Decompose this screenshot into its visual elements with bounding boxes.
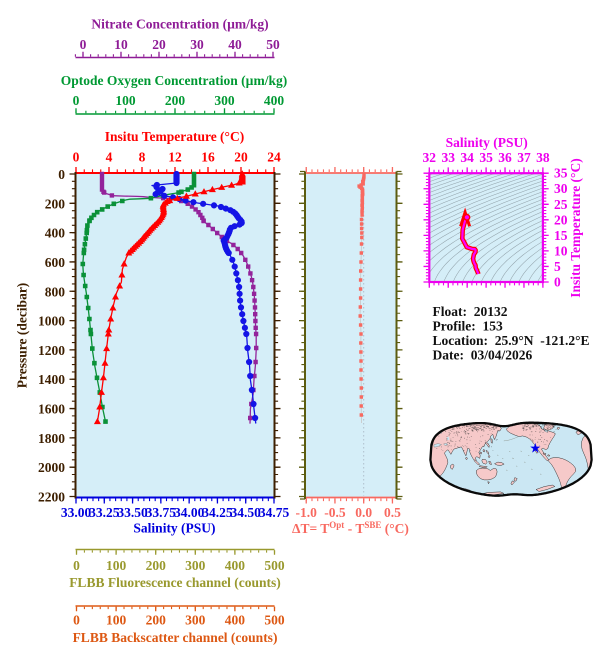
svg-text:12: 12 — [168, 150, 182, 165]
svg-text:800: 800 — [45, 284, 66, 299]
svg-text:Insitu Temperature (°C): Insitu Temperature (°C) — [568, 158, 583, 297]
svg-text:34.00: 34.00 — [174, 505, 205, 520]
svg-text:500: 500 — [264, 613, 285, 628]
svg-text:200: 200 — [45, 196, 66, 211]
svg-text:10: 10 — [114, 37, 128, 52]
svg-text:8: 8 — [139, 150, 146, 165]
svg-text:30: 30 — [190, 37, 204, 52]
svg-text:1600: 1600 — [38, 402, 65, 417]
svg-text:500: 500 — [264, 558, 285, 573]
svg-text:Location: 25.9°N -121.2°E: Location: 25.9°N -121.2°E — [433, 333, 590, 348]
svg-text:0: 0 — [73, 613, 80, 628]
svg-text:600: 600 — [45, 255, 66, 270]
svg-text:2000: 2000 — [38, 460, 65, 475]
svg-text:4: 4 — [106, 150, 113, 165]
svg-text:FLBB Fluorescence channel (cou: FLBB Fluorescence channel (counts) — [69, 575, 281, 590]
svg-text:36: 36 — [498, 150, 512, 165]
svg-text:34: 34 — [460, 150, 474, 165]
svg-text:0.5: 0.5 — [384, 505, 401, 520]
svg-text:400: 400 — [225, 558, 246, 573]
svg-text:38: 38 — [536, 150, 550, 165]
svg-text:33: 33 — [441, 150, 455, 165]
svg-text:35: 35 — [479, 150, 493, 165]
svg-text:33.25: 33.25 — [89, 505, 120, 520]
svg-text:Pressure (decibar): Pressure (decibar) — [15, 283, 30, 389]
svg-text:0: 0 — [73, 558, 80, 573]
svg-text:FLBB Backscatter channel (coun: FLBB Backscatter channel (counts) — [73, 630, 278, 645]
svg-text:200: 200 — [165, 93, 186, 108]
svg-text:Salinity (PSU): Salinity (PSU) — [446, 135, 528, 150]
svg-text:20: 20 — [152, 37, 166, 52]
svg-text:32: 32 — [423, 150, 437, 165]
svg-text:-1.0: -1.0 — [296, 505, 318, 520]
svg-text:300: 300 — [185, 558, 206, 573]
svg-text:Optode Oxygen Concentration (µ: Optode Oxygen Concentration (µm/kg) — [61, 73, 287, 88]
svg-text:33.00: 33.00 — [61, 505, 92, 520]
svg-text:2200: 2200 — [38, 490, 65, 505]
svg-text:0: 0 — [554, 275, 561, 290]
svg-text:50: 50 — [266, 37, 280, 52]
svg-text:25: 25 — [554, 197, 568, 212]
svg-text:1200: 1200 — [38, 343, 65, 358]
svg-text:16: 16 — [201, 150, 215, 165]
svg-text:35: 35 — [554, 166, 568, 181]
svg-text:Insitu Temperature (°C): Insitu Temperature (°C) — [105, 129, 244, 144]
svg-text:30: 30 — [554, 181, 568, 196]
svg-text:300: 300 — [185, 613, 206, 628]
svg-text:0: 0 — [58, 167, 65, 182]
svg-text:Float: 20132: Float: 20132 — [433, 304, 508, 319]
svg-text:33.75: 33.75 — [146, 505, 177, 520]
svg-text:100: 100 — [106, 558, 127, 573]
svg-text:Profile: 153: Profile: 153 — [433, 319, 503, 334]
svg-text:0.0: 0.0 — [355, 505, 372, 520]
svg-text:0: 0 — [73, 93, 80, 108]
svg-text:300: 300 — [214, 93, 235, 108]
svg-text:34.50: 34.50 — [231, 505, 262, 520]
svg-text:20: 20 — [554, 212, 568, 227]
svg-text:100: 100 — [115, 93, 136, 108]
svg-text:200: 200 — [146, 613, 167, 628]
svg-text:0: 0 — [73, 150, 80, 165]
svg-text:ΔT= TOpt - TSBE (°C): ΔT= TOpt - TSBE (°C) — [292, 520, 409, 536]
svg-text:40: 40 — [228, 37, 242, 52]
svg-text:400: 400 — [264, 93, 285, 108]
svg-text:20: 20 — [234, 150, 248, 165]
svg-text:10: 10 — [554, 243, 568, 258]
svg-text:34.75: 34.75 — [259, 505, 290, 520]
svg-text:24: 24 — [267, 150, 281, 165]
svg-text:1400: 1400 — [38, 372, 65, 387]
svg-text:400: 400 — [45, 226, 66, 241]
svg-text:15: 15 — [554, 228, 568, 243]
svg-text:5: 5 — [554, 259, 561, 274]
svg-text:1000: 1000 — [38, 314, 65, 329]
svg-text:Nitrate Concentration (µm/kg): Nitrate Concentration (µm/kg) — [91, 17, 268, 32]
svg-text:100: 100 — [106, 613, 127, 628]
svg-text:Salinity (PSU): Salinity (PSU) — [133, 521, 215, 536]
svg-text:37: 37 — [517, 150, 531, 165]
svg-text:1800: 1800 — [38, 431, 65, 446]
svg-text:34.25: 34.25 — [202, 505, 233, 520]
svg-text:0: 0 — [80, 37, 87, 52]
svg-text:200: 200 — [146, 558, 167, 573]
svg-text:33.50: 33.50 — [117, 505, 148, 520]
svg-text:-0.5: -0.5 — [324, 505, 346, 520]
svg-text:Date: 03/04/2026: Date: 03/04/2026 — [433, 348, 533, 363]
svg-text:400: 400 — [225, 613, 246, 628]
